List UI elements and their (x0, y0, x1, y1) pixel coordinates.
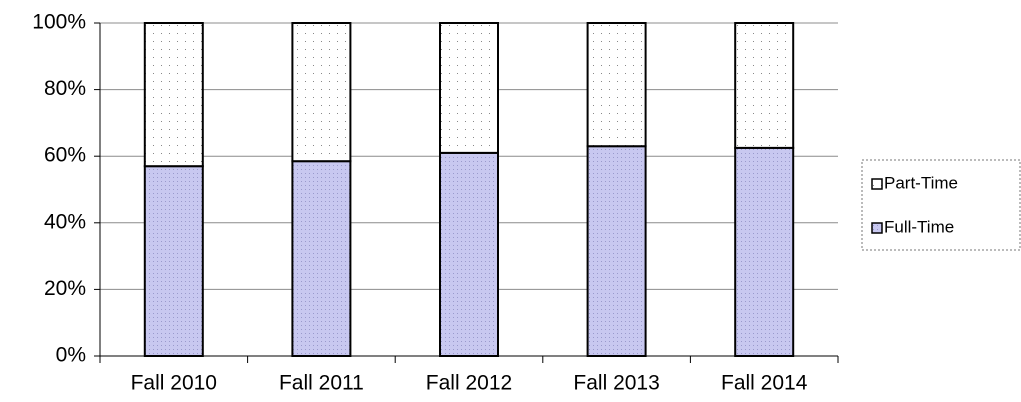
bar-segment (734, 146, 795, 357)
bar-segment (143, 165, 204, 357)
x-tick-label: Fall 2010 (131, 372, 217, 395)
legend-label: Full-Time (884, 217, 954, 236)
legend-label: Part-Time (884, 173, 958, 192)
bar-segment (734, 22, 795, 149)
x-tick-label: Fall 2011 (279, 372, 364, 395)
y-tick-label: 0% (56, 344, 86, 367)
bar-segment (143, 22, 204, 168)
bar-segment (291, 160, 352, 357)
x-tick-label: Fall 2014 (721, 372, 808, 395)
y-tick-label: 60% (44, 144, 86, 167)
legend: Part-Time Full-Time (861, 159, 1021, 251)
y-tick-label: 20% (44, 277, 86, 300)
bar-segment (586, 22, 647, 148)
x-tick-label: Fall 2013 (573, 372, 659, 395)
legend-swatch (871, 178, 883, 190)
y-tick-label: 40% (44, 210, 86, 233)
y-tick-label: 100% (32, 11, 86, 34)
legend-box (861, 159, 1021, 251)
bar-segment (291, 22, 352, 163)
legend-swatch (871, 222, 883, 234)
y-tick-label: 80% (44, 77, 86, 100)
bar-segment (586, 145, 647, 357)
bar-segment (439, 22, 499, 154)
bar-segment (439, 151, 499, 357)
x-tick-label: Fall 2012 (426, 372, 512, 395)
